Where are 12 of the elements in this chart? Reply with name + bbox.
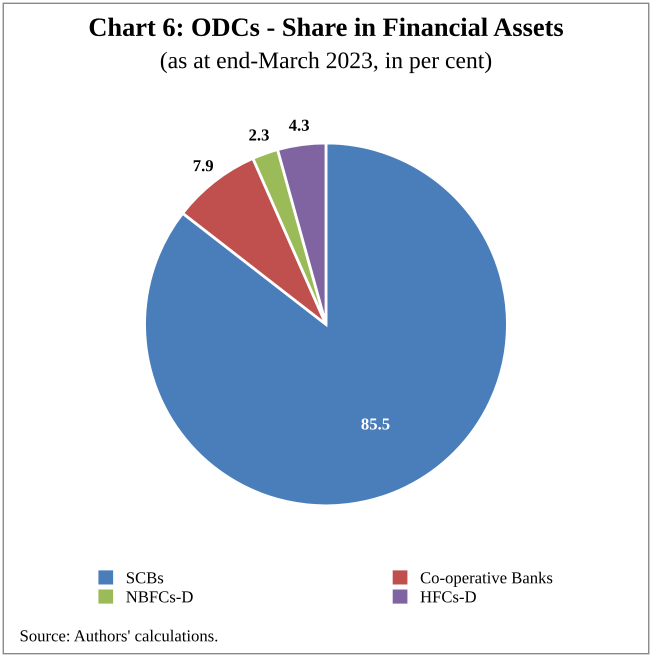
data-label: 85.5 [361, 418, 390, 430]
data-label: 4.3 [288, 120, 309, 131]
legend-label: Co-operative Banks [420, 572, 552, 587]
legend-label: NBFCs-D [126, 591, 193, 602]
source-note: Source: Authors' calculations. [20, 630, 218, 642]
data-label: 7.9 [194, 160, 214, 172]
chart-title: Chart 6: ODCs - Share in Financial Assets [90, 18, 563, 36]
chart-subtitle: (as at end-March 2023, in per cent) [160, 52, 492, 74]
data-label: 2.3 [249, 129, 269, 141]
legend-label: SCBs [126, 572, 164, 584]
pie-slice [143, 142, 509, 508]
legend-label: HFCs-D [420, 591, 476, 602]
